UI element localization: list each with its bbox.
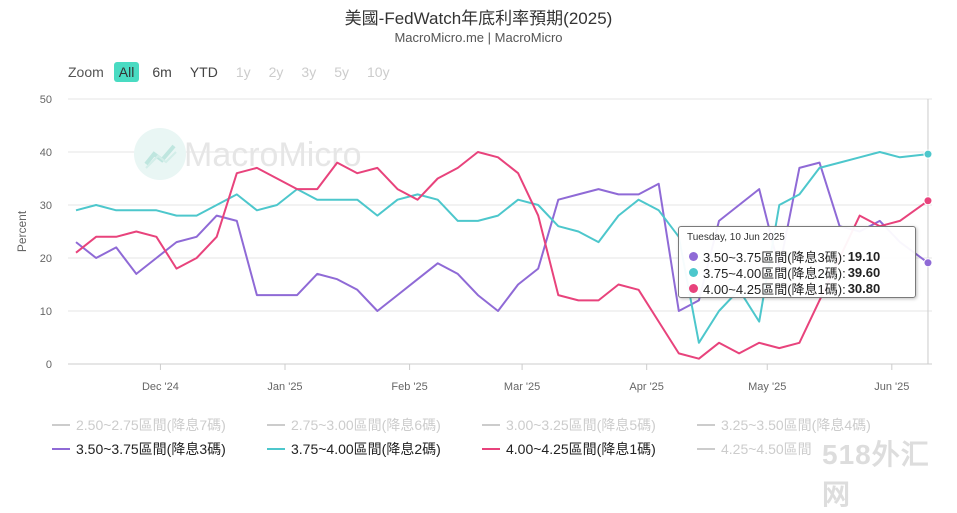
tooltip-series-dot [689,268,698,277]
x-tick-label: Dec '24 [142,381,179,393]
y-tick-label: 50 [40,94,52,106]
tooltip-series-value: 30.80 [847,281,881,296]
tooltip-row: 3.50~3.75區間(降息3碼): 19.10 [689,247,880,266]
tooltip-date: Tuesday, 10 Jun 2025 [687,232,785,243]
legend-label: 3.00~3.25區間(降息5碼) [506,417,656,433]
legend-item-rate-3-75[interactable]: 3.75~4.00區間(降息2碼) [267,439,482,459]
watermark-text: MacroMicro [184,136,362,174]
y-tick-label: 20 [40,253,52,265]
macromicro-chart-logo-icon [134,128,186,180]
series-line-2[interactable] [75,151,929,344]
chart-title: 美國-FedWatch年底利率預期(2025) [344,9,613,28]
macromicro-watermark: MacroMicro [134,128,362,180]
legend-item-rate-3-00[interactable]: 3.00~3.25區間(降息5碼) [482,415,697,435]
legend-swatch [482,448,500,450]
legend-swatch [697,424,715,426]
legend-swatch [697,448,715,450]
chart-subtitle: MacroMicro.me | MacroMicro [394,30,563,45]
range-selector: Zoom All 6m YTD 1y 2y 3y 5y 10y [68,62,403,82]
legend-swatch [52,424,70,426]
range-button-2y[interactable]: 2y [268,64,284,80]
tooltip-series-dot [689,284,698,293]
hover-point-marker-3 [923,196,933,206]
hover-point-marker-1 [923,258,933,268]
tooltip-row: 4.00~4.25區間(降息1碼): 30.80 [689,279,880,298]
y-tick-label: 30 [40,200,52,212]
tooltip-series-dot [689,252,698,261]
zoom-label: Zoom [68,64,104,80]
legend-row: 3.50~3.75區間(降息3碼) 3.75~4.00區間(降息2碼) 4.00… [52,437,912,461]
legend-swatch [482,424,500,426]
legend-swatch [52,448,70,450]
range-button-1y[interactable]: 1y [235,64,251,80]
tooltip-series-value: 19.10 [847,249,881,264]
tooltip-series-value: 39.60 [847,265,881,280]
y-axis-title: Percent [15,210,29,252]
legend-label: 3.75~4.00區間(降息2碼) [291,441,441,457]
tooltip-series-label: 4.00~4.25區間(降息1碼): [703,282,846,297]
legend-label: 2.75~3.00區間(降息6碼) [291,417,441,433]
y-tick-label: 0 [46,359,52,371]
legend-label: 2.50~2.75區間(降息7碼) [76,417,226,433]
legend-swatch [267,424,285,426]
range-button-3y[interactable]: 3y [301,64,317,80]
legend-item-rate-2-50[interactable]: 2.50~2.75區間(降息7碼) [52,415,267,435]
tooltip-series-label: 3.75~4.00區間(降息2碼): [703,266,846,281]
range-button-ytd[interactable]: YTD [189,64,218,80]
corner-watermark: 518外汇网 [822,439,930,510]
x-tick-label: Apr '25 [629,381,664,393]
x-tick-label: Feb '25 [391,381,427,393]
tooltip-series-label: 3.50~3.75區間(降息3碼): [703,250,846,265]
legend-item-rate-4-25[interactable]: 4.25~4.50區間 [697,439,912,459]
data-tooltip: Tuesday, 10 Jun 2025 3.50~3.75區間(降息3碼): … [678,226,916,298]
hover-point-marker-2 [923,149,933,159]
y-tick-label: 10 [40,306,52,318]
x-tick-label: Jun '25 [874,381,909,393]
legend: 2.50~2.75區間(降息7碼) 2.75~3.00區間(降息6碼) 3.00… [52,413,912,461]
legend-label: 4.25~4.50區間 [721,441,812,457]
range-button-6m[interactable]: 6m [152,64,172,80]
legend-item-rate-3-50[interactable]: 3.50~3.75區間(降息3碼) [52,439,267,459]
tooltip-row: 3.75~4.00區間(降息2碼): 39.60 [689,263,880,282]
y-tick-label: 40 [40,147,52,159]
legend-label: 3.50~3.75區間(降息3碼) [76,441,226,457]
legend-swatch [267,448,285,450]
x-tick-label: Mar '25 [504,381,540,393]
range-button-all[interactable]: All [113,62,140,82]
legend-label: 4.00~4.25區間(降息1碼) [506,441,656,457]
x-tick-label: Jan '25 [267,381,302,393]
range-button-5y[interactable]: 5y [334,64,349,80]
legend-label: 3.25~3.50區間(降息4碼) [721,417,871,433]
legend-item-rate-3-25[interactable]: 3.25~3.50區間(降息4碼) [697,415,912,435]
legend-item-rate-4-00[interactable]: 4.00~4.25區間(降息1碼) [482,439,697,459]
legend-item-rate-2-75[interactable]: 2.75~3.00區間(降息6碼) [267,415,482,435]
series-line-3[interactable] [75,151,929,360]
range-button-10y[interactable]: 10y [367,64,390,80]
x-tick-label: May '25 [748,381,786,393]
legend-row: 2.50~2.75區間(降息7碼) 2.75~3.00區間(降息6碼) 3.00… [52,413,912,437]
